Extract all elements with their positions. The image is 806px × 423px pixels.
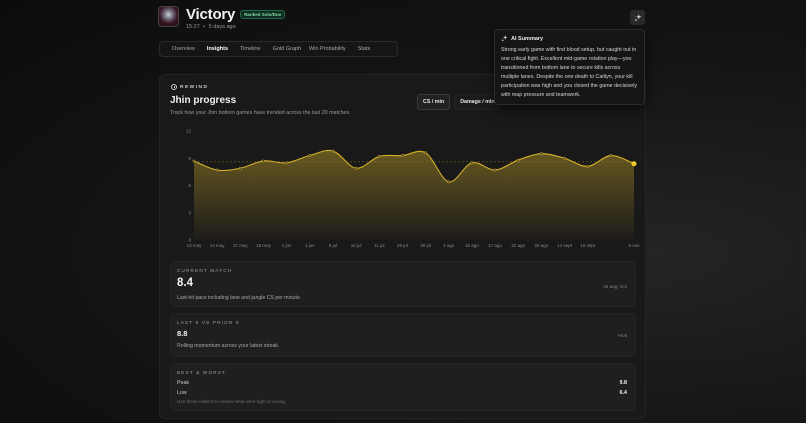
svg-text:22 ago: 22 ago <box>511 243 525 248</box>
svg-text:1 jun: 1 jun <box>305 243 315 248</box>
current-match-description: Last-hit pace including lane and jungle … <box>177 295 302 301</box>
tab-timeline[interactable]: Timeline <box>240 46 261 52</box>
match-date: 5 days ago <box>208 24 236 30</box>
low-row: Low 6.4 <box>177 390 627 396</box>
tab-win-probability[interactable]: Win Probability <box>309 46 346 52</box>
svg-text:8 jul: 8 jul <box>329 243 337 248</box>
svg-text:17 may: 17 may <box>233 243 249 248</box>
current-match-delta: vs avg -0.2 <box>603 285 627 290</box>
best-worst-card: BEST & WORST Peak 9.8 Low 6.4 Use these … <box>170 363 636 411</box>
low-value: 6.4 <box>619 390 627 396</box>
current-match-card: CURRENT MATCH 8.4 Last-hit pace includin… <box>170 261 636 307</box>
data-points <box>192 149 637 184</box>
ai-summary-text: Strong early game with first blood setup… <box>501 47 638 98</box>
chart-line <box>193 149 635 183</box>
sparkle-icon <box>633 13 642 22</box>
svg-text:5 nov: 5 nov <box>628 243 640 248</box>
svg-text:0: 0 <box>188 238 191 243</box>
current-match-value: 8.4 <box>177 277 193 289</box>
peak-row: Peak 9.8 <box>177 380 627 386</box>
clock-icon <box>171 84 177 90</box>
svg-text:26 ago: 26 ago <box>534 243 548 248</box>
momentum-label: LAST 5 VS PRIOR 5 <box>177 320 240 325</box>
peak-value: 9.8 <box>619 380 627 386</box>
tab-insights[interactable]: Insights <box>206 46 229 52</box>
svg-text:16 sept: 16 sept <box>580 243 596 248</box>
svg-text:1 jun: 1 jun <box>282 243 292 248</box>
svg-text:14 may: 14 may <box>210 243 226 248</box>
ai-summary-button[interactable] <box>630 10 645 25</box>
sparkle-icon <box>501 35 508 42</box>
svg-text:6: 6 <box>188 183 191 188</box>
svg-text:2 ago: 2 ago <box>443 243 455 248</box>
svg-text:15 ago: 15 ago <box>465 243 479 248</box>
current-match-label: CURRENT MATCH <box>177 268 233 273</box>
best-worst-hint: Use these outliers to review what went r… <box>177 399 287 404</box>
ai-summary-popover: AI Summary Strong early game with first … <box>494 29 645 105</box>
x-axis: 13 may 14 may 17 may 18 may 1 jun 1 jun 8 jul 1… <box>187 243 641 248</box>
progress-chart: 0 3 6 9 12 13 may 14 may 17 may 18 may 1 jun 1 ju… <box>186 129 641 249</box>
rewind-description: Track how your Jhin bottom games have tr… <box>170 110 351 116</box>
svg-text:18 may: 18 may <box>256 243 272 248</box>
rewind-title: Jhin progress <box>170 95 237 106</box>
match-result-title: Victory <box>186 6 236 23</box>
svg-text:11 jul: 11 jul <box>374 243 384 248</box>
match-meta: 15:27 • 5 days ago <box>186 24 236 30</box>
ai-summary-title: AI Summary <box>511 35 544 42</box>
momentum-description: Rolling momentum across your latest stre… <box>177 343 280 349</box>
rewind-card: REWIND Jhin progress Track how your Jhin… <box>159 74 646 419</box>
y-axis: 0 3 6 9 12 <box>186 129 192 243</box>
tab-overview[interactable]: Overview <box>172 46 195 52</box>
chart-area <box>194 150 634 240</box>
svg-text:10 jul: 10 jul <box>351 243 362 248</box>
rewind-label: REWIND <box>171 84 208 90</box>
svg-text:12: 12 <box>186 129 192 134</box>
queue-badge: Ranked Solo/Duo <box>240 10 286 19</box>
champion-avatar <box>158 6 179 27</box>
momentum-card: LAST 5 VS PRIOR 5 8.8 Rolling momentum a… <box>170 313 636 357</box>
tab-gold-graph[interactable]: Gold Graph <box>272 46 302 52</box>
metric-toggle: CS / min Damage / min <box>417 94 501 110</box>
svg-text:13 may: 13 may <box>187 243 203 248</box>
match-header: Victory Ranked Solo/Duo 15:27 • 5 days a… <box>158 6 286 30</box>
svg-text:29 jul: 29 jul <box>397 243 408 248</box>
svg-text:9: 9 <box>188 156 191 161</box>
svg-text:17 ago: 17 ago <box>488 243 502 248</box>
best-worst-label: BEST & WORST <box>177 370 227 375</box>
match-duration: 15:27 <box>186 24 200 30</box>
toggle-cs-per-min[interactable]: CS / min <box>417 94 451 110</box>
svg-text:14 sept: 14 sept <box>557 243 573 248</box>
svg-text:30 jul: 30 jul <box>420 243 431 248</box>
match-tabs: Overview Insights Timeline Gold Graph Wi… <box>159 41 398 57</box>
momentum-value: 8.8 <box>177 329 188 338</box>
momentum-delta: +0.6 <box>617 334 627 339</box>
tab-stats[interactable]: Stats <box>357 46 371 52</box>
svg-text:3: 3 <box>188 210 191 215</box>
